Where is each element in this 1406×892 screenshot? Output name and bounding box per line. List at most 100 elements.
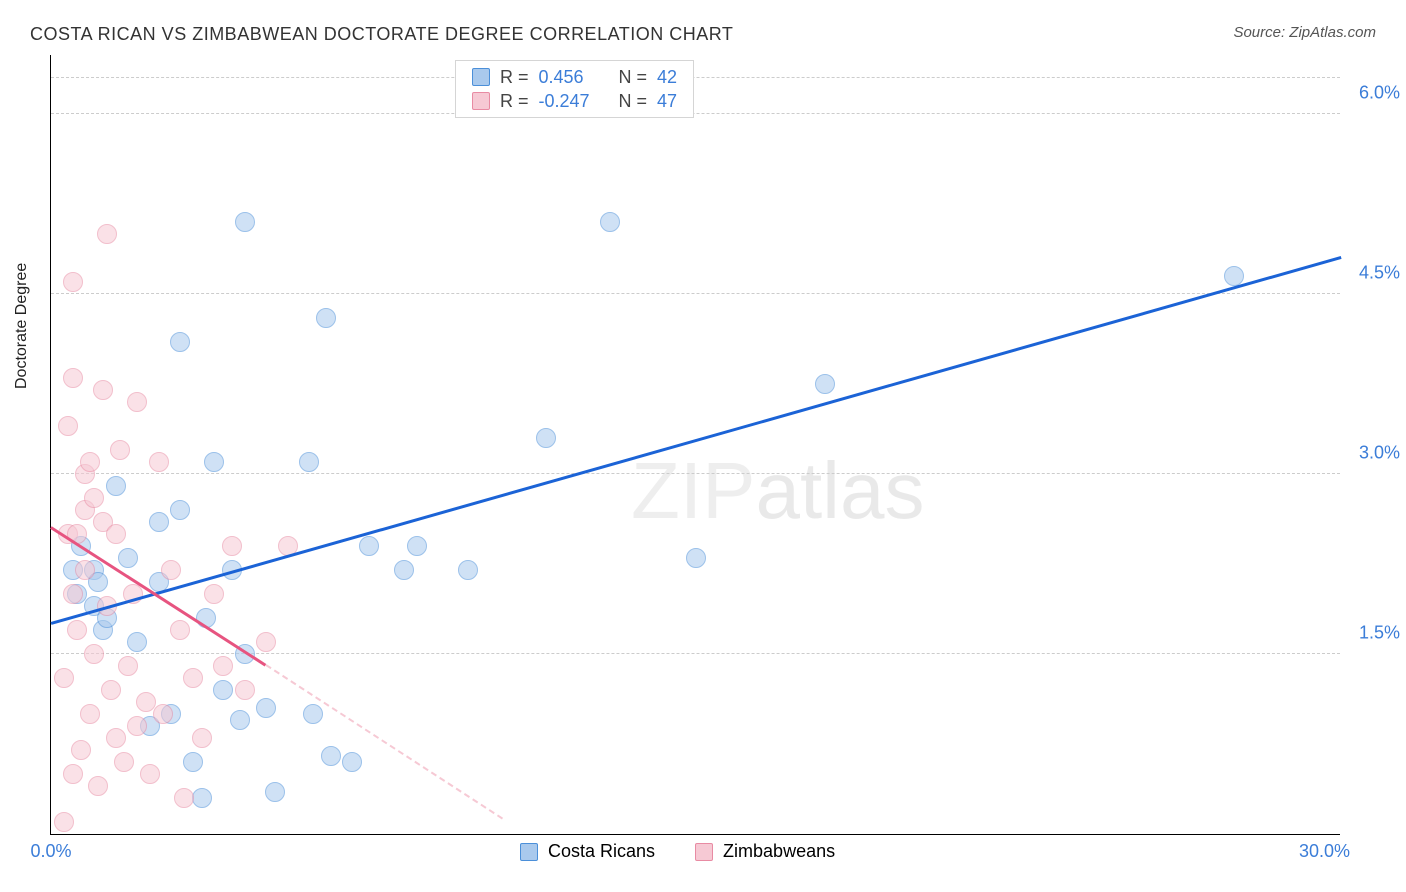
data-point — [222, 536, 242, 556]
data-point — [101, 680, 121, 700]
data-point — [149, 452, 169, 472]
legend-stat-row: R = -0.247 N = 47 — [472, 89, 677, 113]
n-label: N = — [619, 91, 648, 112]
data-point — [256, 632, 276, 652]
data-point — [265, 782, 285, 802]
data-point — [97, 224, 117, 244]
trend-line — [51, 256, 1342, 624]
legend-series: Costa Ricans Zimbabweans — [520, 841, 835, 862]
data-point — [63, 368, 83, 388]
data-point — [213, 680, 233, 700]
trend-line — [265, 664, 503, 819]
data-point — [230, 710, 250, 730]
data-point — [235, 680, 255, 700]
data-point — [303, 704, 323, 724]
data-point — [153, 704, 173, 724]
data-point — [93, 380, 113, 400]
data-point — [359, 536, 379, 556]
data-point — [58, 416, 78, 436]
data-point — [394, 560, 414, 580]
data-point — [106, 728, 126, 748]
data-point — [106, 524, 126, 544]
gridline — [51, 473, 1340, 474]
data-point — [235, 212, 255, 232]
data-point — [299, 452, 319, 472]
data-point — [204, 452, 224, 472]
data-point — [106, 476, 126, 496]
data-point — [204, 584, 224, 604]
x-tick-label: 0.0% — [30, 841, 71, 862]
data-point — [140, 764, 160, 784]
legend-statistics: R = 0.456 N = 42 R = -0.247 N = 47 — [455, 60, 694, 118]
data-point — [136, 692, 156, 712]
r-value: -0.247 — [539, 91, 609, 112]
source-attribution: Source: ZipAtlas.com — [1233, 24, 1376, 41]
gridline — [51, 77, 1340, 78]
y-axis-label: Doctorate Degree — [13, 263, 31, 389]
data-point — [54, 812, 74, 832]
data-point — [183, 752, 203, 772]
n-value: 42 — [657, 67, 677, 88]
data-point — [407, 536, 427, 556]
y-tick-label: 3.0% — [1359, 443, 1400, 464]
n-value: 47 — [657, 91, 677, 112]
data-point — [88, 776, 108, 796]
data-point — [75, 560, 95, 580]
scatter-plot-area: ZIPatlas 1.5%3.0%4.5%6.0%0.0%30.0% — [50, 55, 1340, 835]
legend-swatch — [472, 68, 490, 86]
data-point — [127, 392, 147, 412]
watermark: ZIPatlas — [631, 445, 924, 537]
data-point — [118, 656, 138, 676]
data-point — [63, 764, 83, 784]
r-label: R = — [500, 91, 529, 112]
data-point — [183, 668, 203, 688]
data-point — [213, 656, 233, 676]
x-tick-label: 30.0% — [1299, 841, 1350, 862]
data-point — [54, 668, 74, 688]
legend-swatch — [520, 843, 538, 861]
data-point — [80, 704, 100, 724]
n-label: N = — [619, 67, 648, 88]
data-point — [63, 584, 83, 604]
data-point — [192, 788, 212, 808]
data-point — [256, 698, 276, 718]
data-point — [170, 332, 190, 352]
data-point — [149, 512, 169, 532]
legend-swatch — [472, 92, 490, 110]
data-point — [63, 272, 83, 292]
data-point — [84, 644, 104, 664]
data-point — [1224, 266, 1244, 286]
data-point — [110, 440, 130, 460]
gridline — [51, 113, 1340, 114]
data-point — [170, 500, 190, 520]
legend-series-item: Zimbabweans — [695, 841, 835, 862]
data-point — [71, 740, 91, 760]
data-point — [342, 752, 362, 772]
data-point — [84, 488, 104, 508]
data-point — [321, 746, 341, 766]
gridline — [51, 293, 1340, 294]
data-point — [536, 428, 556, 448]
data-point — [316, 308, 336, 328]
r-value: 0.456 — [539, 67, 609, 88]
data-point — [458, 560, 478, 580]
legend-label: Costa Ricans — [548, 841, 655, 862]
data-point — [161, 560, 181, 580]
data-point — [815, 374, 835, 394]
data-point — [170, 620, 190, 640]
y-tick-label: 1.5% — [1359, 623, 1400, 644]
y-tick-label: 6.0% — [1359, 83, 1400, 104]
data-point — [127, 632, 147, 652]
legend-label: Zimbabweans — [723, 841, 835, 862]
data-point — [80, 452, 100, 472]
data-point — [686, 548, 706, 568]
data-point — [600, 212, 620, 232]
legend-swatch — [695, 843, 713, 861]
data-point — [118, 548, 138, 568]
data-point — [114, 752, 134, 772]
data-point — [192, 728, 212, 748]
y-tick-label: 4.5% — [1359, 263, 1400, 284]
chart-title: COSTA RICAN VS ZIMBABWEAN DOCTORATE DEGR… — [30, 24, 733, 45]
data-point — [174, 788, 194, 808]
r-label: R = — [500, 67, 529, 88]
